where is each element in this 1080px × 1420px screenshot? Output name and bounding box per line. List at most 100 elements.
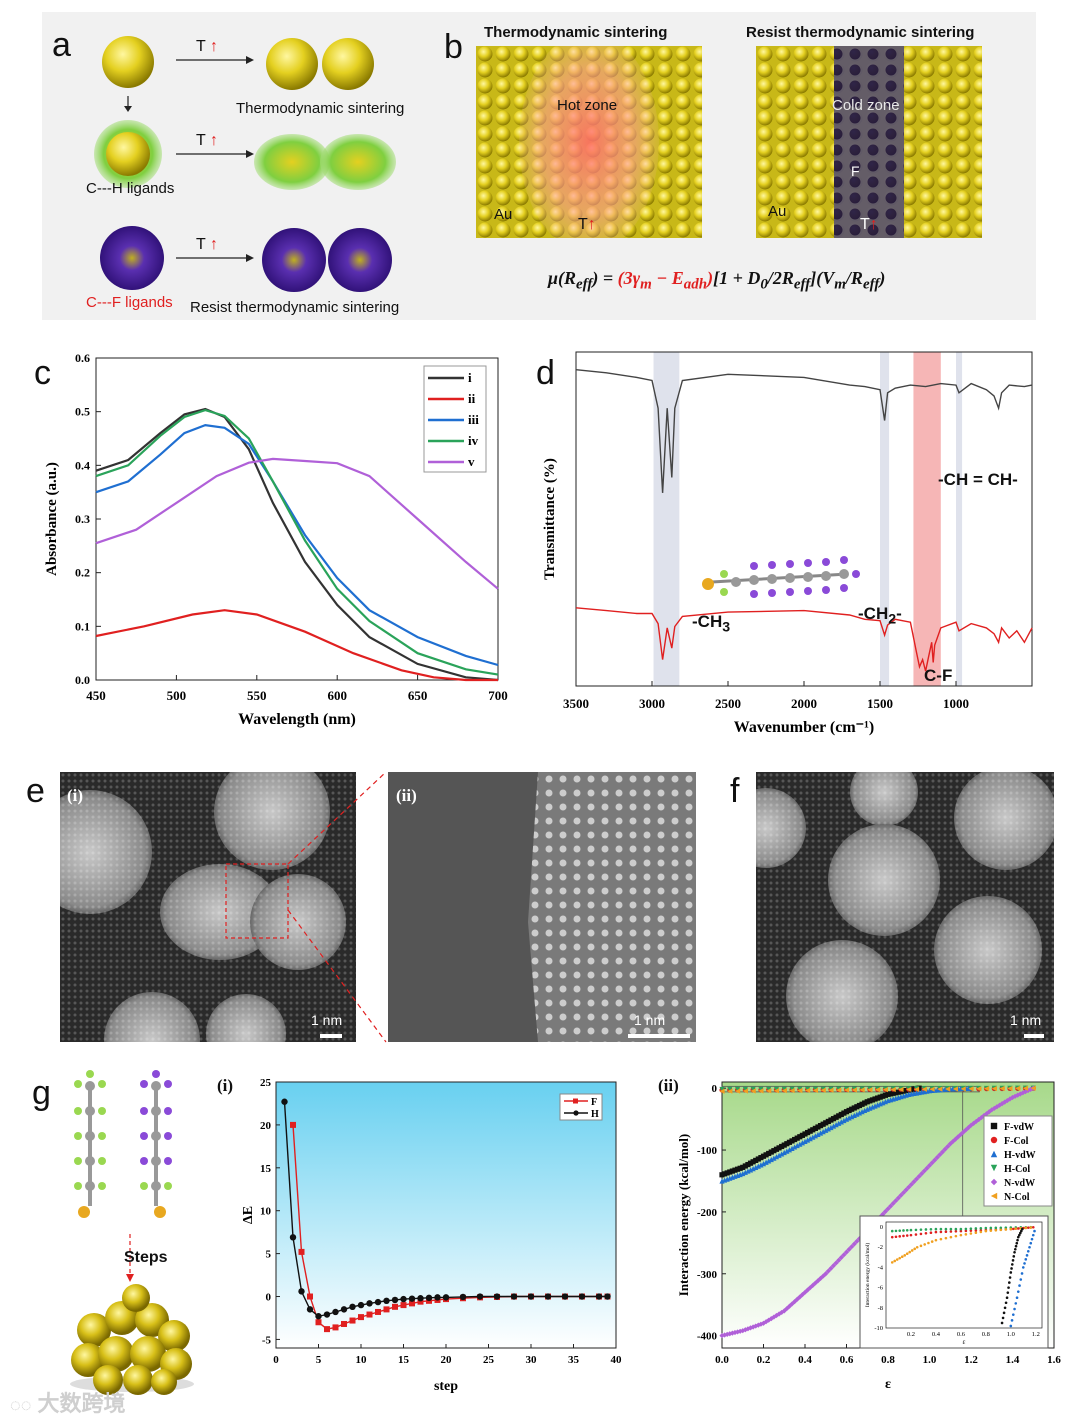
e-i-scale-text: 1 nm: [311, 1012, 343, 1028]
watermark-logo-icon: ◌◌: [10, 1395, 32, 1415]
inset-H-Col-point-1-4: [929, 1227, 933, 1231]
series-N-vdW-point-11-5: [960, 1129, 966, 1135]
gold-nanoparticle: [102, 36, 154, 88]
series-N-Col-point-1-5: [820, 1087, 826, 1093]
inset-N-Col-point-1-2: [908, 1250, 912, 1254]
inset-F-Col-point-2-2: [944, 1230, 948, 1233]
cf-particle-right: [328, 228, 392, 292]
x-axis-label: ε: [885, 1377, 891, 1392]
series-H-Col-point-0-2: [734, 1086, 741, 1092]
series-N-Col-point-0-1: [727, 1088, 733, 1094]
inset-F-Col-point-2-0: [934, 1230, 938, 1234]
inset-H-Col-point-0-2: [898, 1229, 902, 1232]
series-H-point-20: [459, 1293, 467, 1301]
inset-H-vdW-point-3-0: [1028, 1245, 1031, 1249]
inset-F-Col-point-0-3: [902, 1234, 905, 1238]
inset-F-vdW-point-0-2: [1002, 1311, 1006, 1315]
inset-N-Col-point-5-4: [1004, 1228, 1008, 1231]
series-N-Col-point-4-4: [999, 1085, 1005, 1092]
legend-label-N-vdW: N-vdW: [1004, 1178, 1035, 1189]
x-tick-label-6: 1.2: [964, 1354, 978, 1366]
cold-zone-layer: [834, 46, 904, 238]
tem-image-e-i: [60, 772, 356, 1042]
inset-H-Col-point-3-1: [964, 1227, 968, 1231]
inset-H-vdW-point-0-2: [1011, 1313, 1015, 1316]
temp-up-icon-1: ↑: [209, 38, 218, 55]
e-ii-scale-text: 1 nm: [634, 1012, 666, 1028]
series-H-vdW-point-4-6: [817, 1130, 824, 1136]
series-N-Col-point-3-4: [937, 1086, 943, 1092]
series-N-Col-point-4-7: [1022, 1085, 1029, 1091]
inset-H-vdW-point-0-0: [1009, 1324, 1013, 1328]
inset-N-Col-point-0-0: [890, 1261, 894, 1264]
series-N-Col-point-4-5: [1007, 1085, 1013, 1092]
inset-F-Col-point-0-1: [894, 1235, 898, 1239]
series-N-Col-point-3-0: [906, 1086, 912, 1093]
inset-H-vdW-point-0-4: [1014, 1302, 1018, 1305]
series-F-point-10: [375, 1308, 381, 1315]
series-F-point-9: [366, 1311, 373, 1318]
series-N-vdW-point-2-3: [768, 1316, 774, 1322]
inset-H-Col-point-1-1: [914, 1228, 918, 1232]
legend-label-ii: ii: [468, 391, 476, 406]
eq-eff-1: eff: [576, 276, 593, 293]
steps-arrow-head: [126, 1274, 134, 1282]
inset-F-vdW-point-3-4: [1016, 1238, 1019, 1242]
inset-x-tick-0: 0.2: [907, 1331, 915, 1338]
series-N-Col-point-1-1: [789, 1087, 795, 1094]
au-label-right: Au: [768, 203, 787, 220]
inset-H-vdW-point-1-2: [1018, 1284, 1021, 1287]
series-H-point-1: [289, 1234, 297, 1241]
series-N-vdW-point-0-4: [729, 1330, 735, 1336]
series-H-Col-point-0-3: [742, 1086, 748, 1092]
series-N-vdW-point-9-0: [906, 1184, 912, 1190]
plot-frame: [575, 351, 1033, 687]
inset-F-vdW-point-0-0: [1000, 1321, 1004, 1325]
legend-label-N-Col: N-Col: [1004, 1192, 1030, 1203]
au-cluster: [70, 1284, 194, 1395]
series-F-point-1: [298, 1248, 305, 1255]
series-H-vdW-point-3-7: [799, 1140, 806, 1146]
y-axis-label: Absorbance (a.u.): [44, 462, 60, 576]
series-N-Col-point-2-5: [882, 1087, 889, 1093]
inset-x-tick-4: 1.0: [1007, 1331, 1015, 1338]
series-N-Col-point-0-7: [773, 1088, 780, 1094]
series-H-vdW-point-5-3: [830, 1123, 837, 1129]
series-H-point-11: [374, 1298, 382, 1306]
cf-label: C-F: [924, 666, 953, 685]
series-N-Col-point-3-1: [913, 1086, 920, 1092]
tem-e-i-particles: [60, 772, 356, 1042]
series-N-vdW-point-8-3: [893, 1198, 899, 1204]
series-H-Col-point-0-4: [750, 1086, 756, 1092]
series-H-vdW-point-4-4: [812, 1133, 818, 1139]
eq-eff-2: eff: [793, 276, 811, 293]
y-tick-label-5: 0.5: [75, 405, 90, 419]
inset-F-vdW-point-1-2: [1007, 1286, 1010, 1289]
inset-F-Col-point-2-3: [949, 1230, 953, 1233]
inset-F-vdW-point-2-3: [1011, 1259, 1015, 1262]
panel-d-label: d: [536, 354, 555, 392]
eq-minus-e: − E: [651, 268, 684, 288]
series-H-vdW-point-3-0: [781, 1149, 787, 1156]
inset-F-vdW-point-4-1: [1017, 1233, 1021, 1237]
series-N-vdW-point-5-7: [841, 1252, 847, 1258]
series-N-vdW-point-0-7: [737, 1328, 743, 1334]
inset-F-Col-point-1-0: [909, 1233, 913, 1237]
x-tick-label-2: 550: [247, 688, 266, 703]
inset-H-vdW-point-3-2: [1030, 1237, 1034, 1241]
series-H-vdW-point-4-7: [820, 1129, 826, 1135]
series-N-vdW-point-6-2: [849, 1244, 855, 1250]
tem-e-ii-lattice: [388, 772, 696, 1042]
series-N-vdW-point-8-1: [887, 1203, 894, 1209]
inset-N-Col-point-4-4: [979, 1230, 983, 1234]
series-F-point-5: [332, 1324, 339, 1331]
eq-mu: μ(R: [548, 268, 577, 288]
series-H-vdW-point-5-4: [833, 1122, 839, 1128]
x-tick-label-5: 1.0: [923, 1354, 937, 1366]
series-N-vdW-point-6-4: [854, 1238, 860, 1244]
series-N-Col-point-4-0: [968, 1086, 974, 1092]
sulfur-atom: [702, 578, 714, 590]
y-tick-label-2: -200: [697, 1207, 718, 1219]
panel-f-label: f: [730, 772, 740, 810]
thermo-sintering-label: Thermodynamic sintering: [236, 100, 405, 117]
